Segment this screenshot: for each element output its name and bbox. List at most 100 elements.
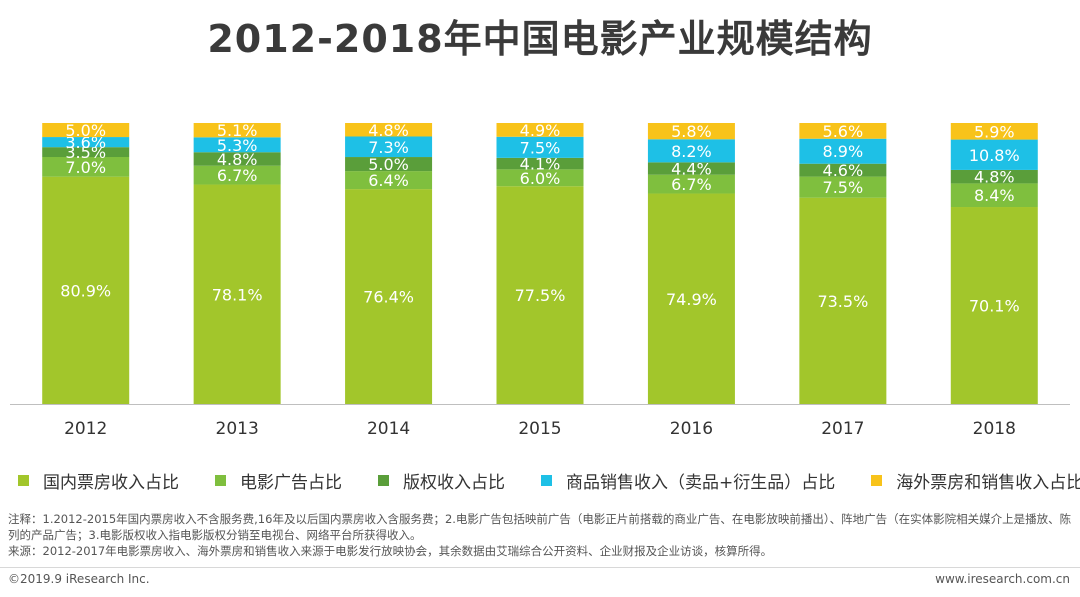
- bar-segment: [799, 138, 887, 164]
- stacked-bar-chart: 80.9%7.0%3.5%3.6%5.0%201278.1%6.7%4.8%5.…: [10, 121, 1070, 439]
- bar-segment: [193, 165, 281, 185]
- legend-label: 版权收入占比: [403, 473, 505, 493]
- data-label: 6.4%: [368, 171, 409, 190]
- bar-segment: [345, 136, 433, 158]
- data-label: 4.1%: [520, 155, 561, 174]
- legend-label: 商品销售收入（卖品+衍生品）占比: [566, 473, 836, 493]
- legend: 国内票房收入占比 电影广告占比 版权收入占比 商品销售收入（卖品+衍生品）占比 …: [18, 468, 1080, 493]
- data-label: 8.2%: [671, 142, 712, 161]
- bar-segment: [647, 193, 735, 404]
- data-label: 6.7%: [671, 175, 712, 194]
- legend-swatch: [18, 475, 29, 486]
- legend-label: 电影广告占比: [240, 473, 342, 493]
- data-label: 10.8%: [969, 146, 1020, 165]
- chart-title: 2012-2018年中国电影产业规模结构: [207, 17, 873, 61]
- data-label: 4.8%: [217, 150, 258, 169]
- bar-segment: [42, 137, 130, 148]
- bar-segment: [647, 174, 735, 194]
- data-label: 3.6%: [65, 133, 106, 152]
- bar-segment: [345, 189, 433, 404]
- data-label: 5.0%: [368, 155, 409, 174]
- data-label: 5.6%: [823, 122, 864, 141]
- data-label: 4.4%: [671, 160, 712, 179]
- bar-segment: [496, 169, 584, 187]
- data-label: 70.1%: [969, 297, 1020, 316]
- x-tick-label: 2017: [821, 419, 864, 439]
- data-label: 4.8%: [368, 121, 409, 140]
- data-label: 73.5%: [817, 292, 868, 311]
- bar-segment: [799, 176, 887, 198]
- bar-segment: [193, 137, 281, 153]
- bar-segment: [950, 169, 1038, 184]
- data-label: 7.5%: [520, 138, 561, 157]
- x-tick-label: 2014: [367, 419, 410, 439]
- legend-swatch: [541, 475, 552, 486]
- bar-segment: [345, 157, 433, 172]
- bar-segment: [496, 123, 584, 137]
- data-label: 4.9%: [520, 121, 561, 140]
- data-label: 5.3%: [217, 136, 258, 155]
- bar-segment: [799, 197, 887, 404]
- bar-segment: [42, 123, 130, 138]
- footnote: 注释：1.2012-2015年国内票房收入不含服务费,16年及以后国内票房收入含…: [8, 511, 1074, 559]
- legend-label: 海外票房和销售收入占比: [896, 473, 1080, 493]
- data-label: 4.6%: [823, 161, 864, 180]
- data-label: 5.1%: [217, 121, 258, 140]
- bar-segment: [496, 136, 584, 158]
- x-tick-label: 2016: [670, 419, 713, 439]
- x-tick-label: 2015: [518, 419, 561, 439]
- bar-segment: [193, 184, 281, 404]
- bar-segment: [496, 186, 584, 404]
- bar-segment: [42, 176, 130, 404]
- legend-item-box-office: 国内票房收入占比: [18, 468, 179, 493]
- legend-label: 国内票房收入占比: [43, 473, 179, 493]
- legend-swatch: [871, 475, 883, 486]
- legend-item-merchandise: 商品销售收入（卖品+衍生品）占比: [541, 468, 835, 493]
- bar-segment: [193, 152, 281, 166]
- source-text: 来源：2012-2017年电影票房收入、海外票房和销售收入来源于电影发行放映协会…: [8, 544, 773, 558]
- data-label: 4.8%: [974, 168, 1015, 187]
- bar-segment: [42, 147, 130, 158]
- bar-segment: [799, 123, 887, 139]
- data-label: 77.5%: [515, 286, 566, 305]
- x-tick-label: 2012: [64, 419, 107, 439]
- bar-segment: [647, 139, 735, 163]
- bar-segment: [42, 157, 130, 177]
- legend-swatch: [378, 475, 389, 486]
- bar-segment: [345, 123, 433, 137]
- legend-item-overseas: 海外票房和销售收入占比: [871, 468, 1080, 493]
- copyright: ©2019.9 iResearch Inc.: [8, 572, 150, 586]
- data-label: 76.4%: [363, 288, 414, 307]
- x-tick-label: 2018: [973, 419, 1016, 439]
- legend-item-copyright: 版权收入占比: [378, 468, 505, 493]
- data-label: 7.3%: [368, 138, 409, 157]
- legend-item-advertising: 电影广告占比: [215, 468, 342, 493]
- data-label: 7.0%: [65, 158, 106, 177]
- data-label: 3.5%: [65, 143, 106, 162]
- data-label: 6.0%: [520, 169, 561, 188]
- bar-segment: [799, 163, 887, 177]
- data-label: 80.9%: [60, 281, 111, 300]
- data-label: 7.5%: [823, 178, 864, 197]
- bar-segment: [647, 123, 735, 140]
- data-label: 5.8%: [671, 122, 712, 141]
- data-label: 74.9%: [666, 290, 717, 309]
- data-label: 78.1%: [212, 285, 263, 304]
- bar-segment: [496, 157, 584, 170]
- note-text: 注释：1.2012-2015年国内票房收入不含服务费,16年及以后国内票房收入含…: [8, 512, 1072, 542]
- website-link[interactable]: www.iresearch.com.cn: [935, 572, 1070, 586]
- bar-segment: [193, 123, 281, 138]
- x-tick-label: 2013: [216, 419, 259, 439]
- data-label: 5.0%: [65, 121, 106, 140]
- bar-segment: [950, 207, 1038, 404]
- bar-segment: [345, 171, 433, 190]
- footer-divider: [0, 567, 1080, 568]
- data-label: 8.9%: [823, 142, 864, 161]
- data-label: 5.9%: [974, 122, 1015, 141]
- data-label: 8.4%: [974, 186, 1015, 205]
- bar-segment: [950, 139, 1038, 170]
- bar-segment: [950, 183, 1038, 208]
- bar-segment: [647, 162, 735, 175]
- legend-swatch: [215, 475, 226, 486]
- data-label: 6.7%: [217, 166, 258, 185]
